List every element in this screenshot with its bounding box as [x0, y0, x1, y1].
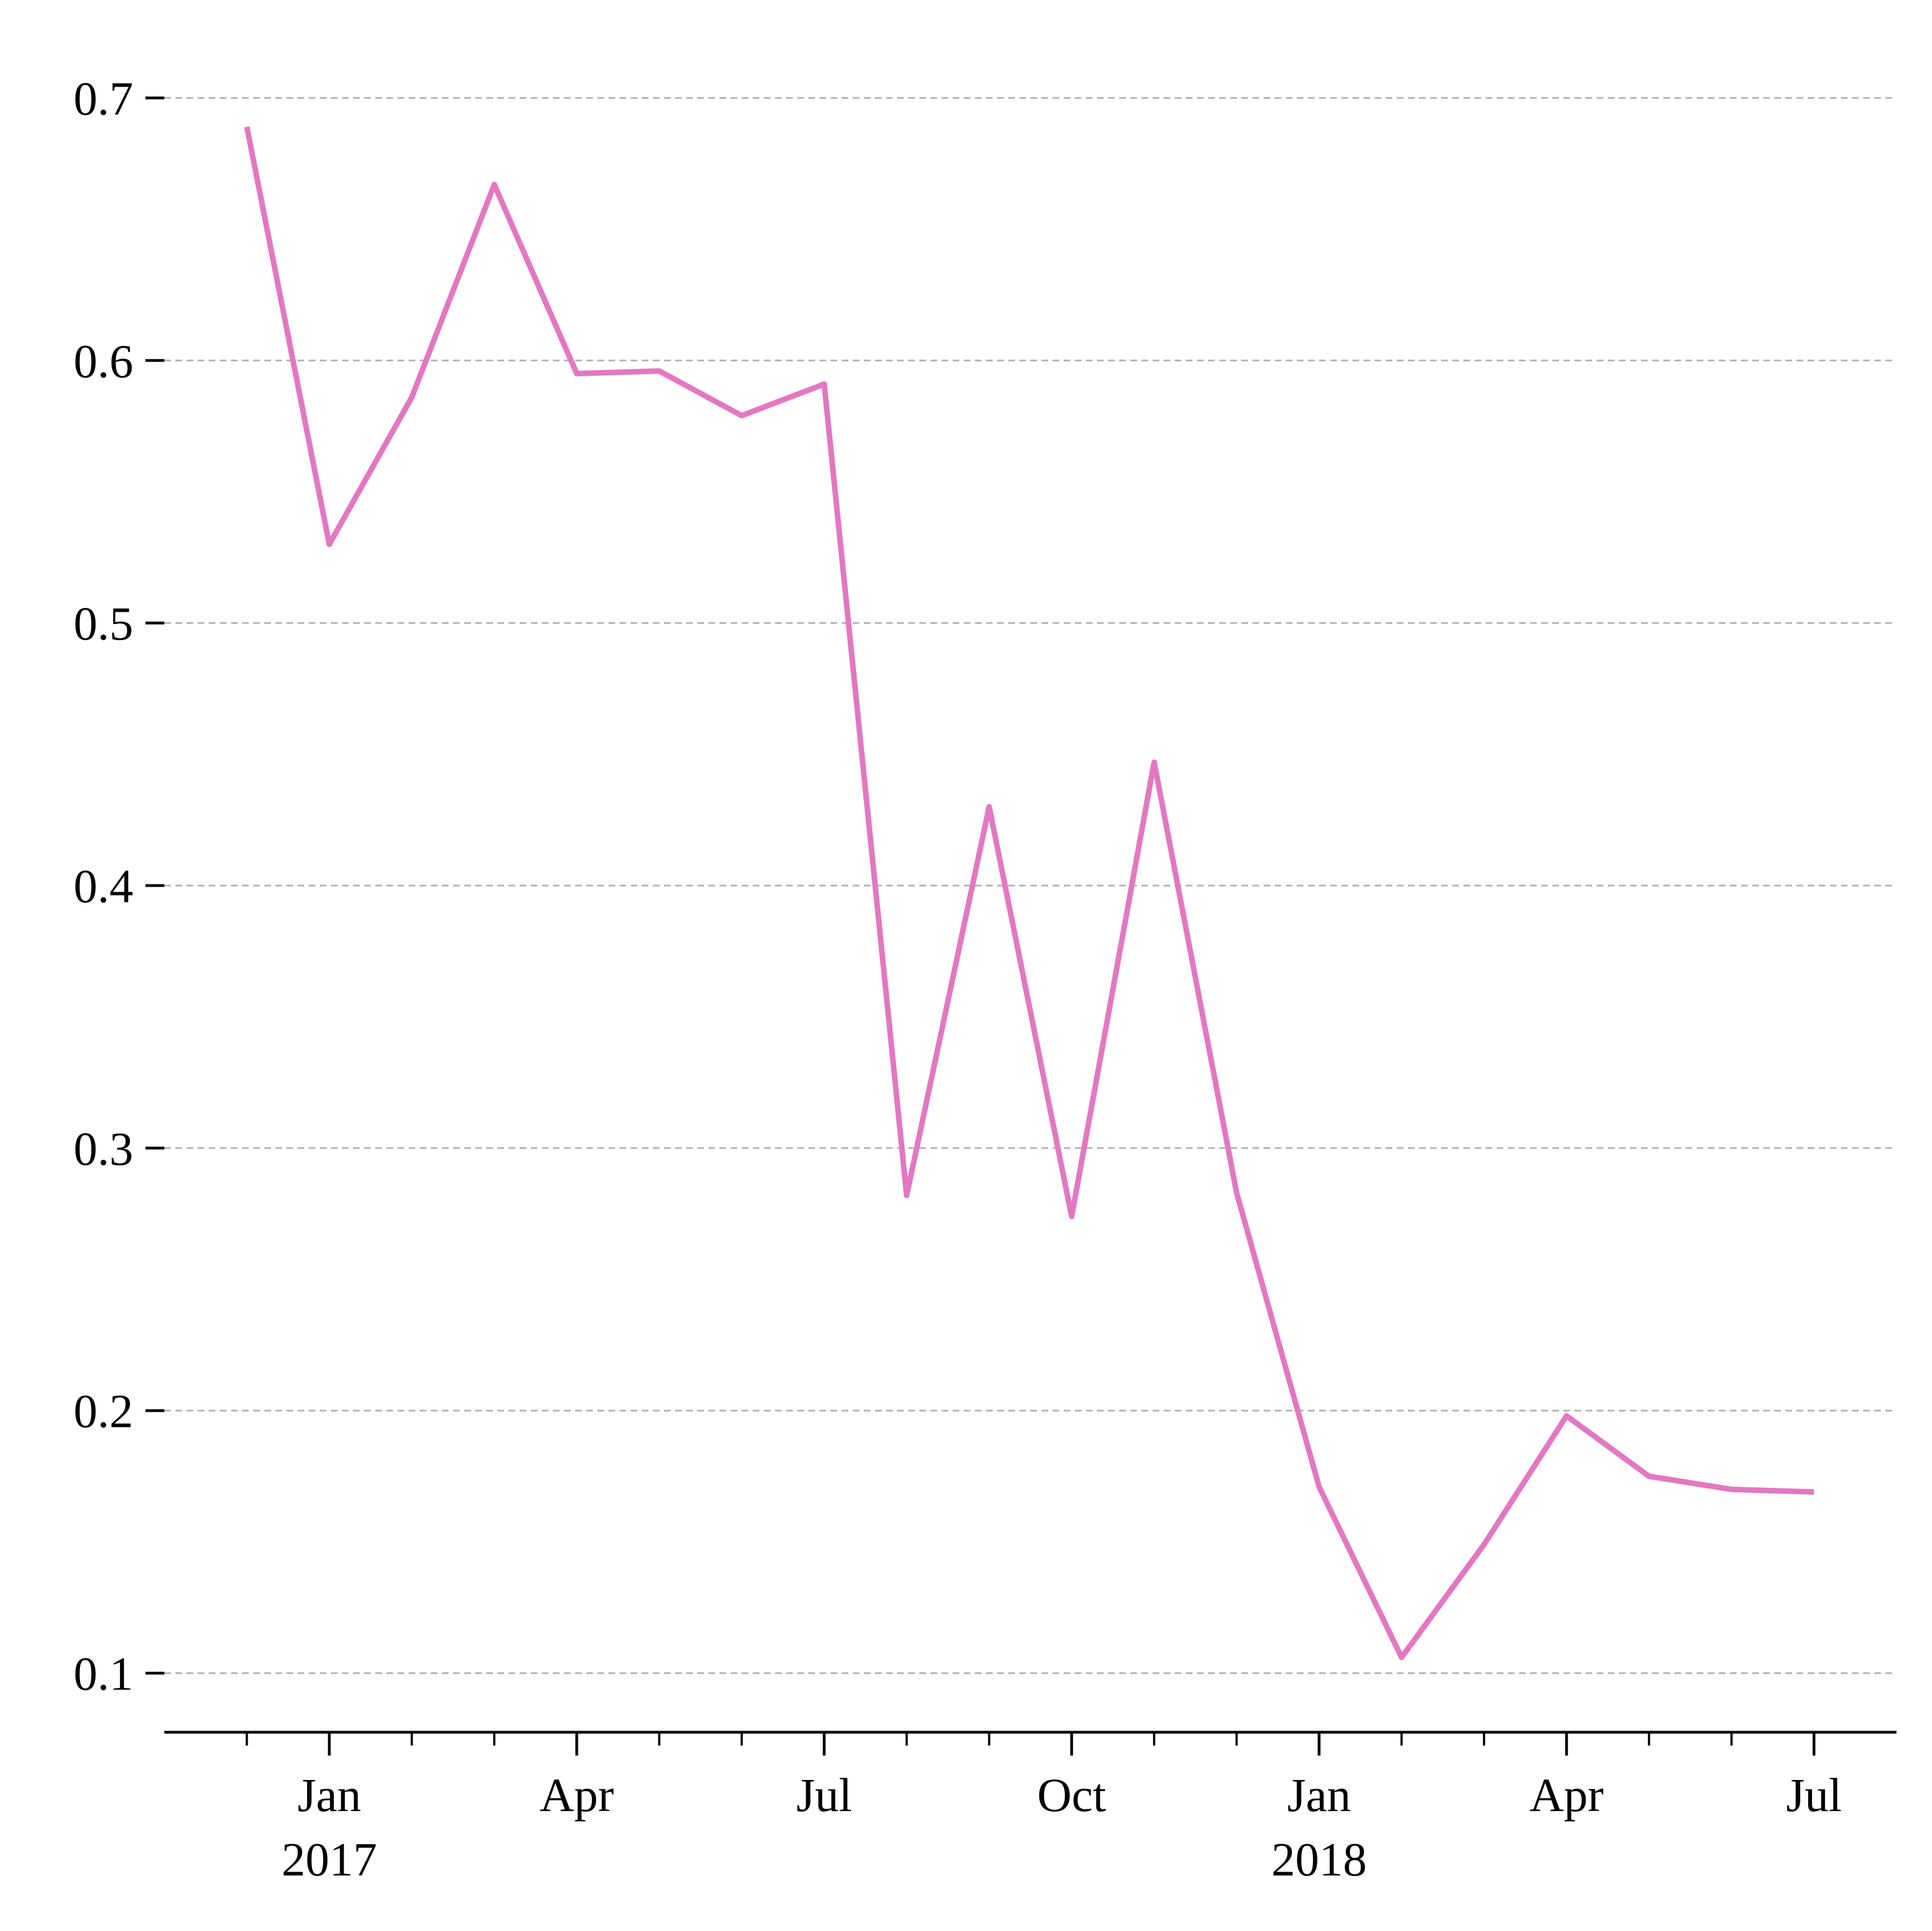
series-line — [244, 126, 1814, 1661]
x-tick-label: Oct — [1037, 1768, 1106, 1822]
y-tick-label: 0.6 — [74, 334, 134, 388]
y-tick-label: 0.4 — [74, 859, 134, 913]
x-tick-year-label: 2017 — [281, 1833, 377, 1886]
x-tick-label: Apr — [1530, 1768, 1604, 1822]
x-tick-label: Jul — [1786, 1768, 1842, 1822]
series-layer — [244, 126, 1814, 1661]
x-axis: Jan 2017 Apr Jul Oct Jan 2018 Apr Jul — [164, 1731, 1896, 1886]
y-gridlines — [164, 97, 1896, 1674]
x-tick-label: Jan — [1287, 1768, 1351, 1822]
y-axis: 0.1 0.2 0.3 0.4 0.5 0.6 0.7 — [74, 72, 164, 1701]
x-tick-label: Jul — [796, 1768, 852, 1822]
y-tick-label: 0.5 — [74, 597, 134, 650]
y-tick-label: 0.7 — [74, 72, 134, 125]
y-tick-label: 0.3 — [74, 1122, 134, 1175]
y-tick-label: 0.2 — [74, 1385, 134, 1438]
x-tick-label: Jan — [298, 1768, 361, 1822]
x-tick-year-label: 2018 — [1271, 1833, 1367, 1886]
x-tick-label: Apr — [540, 1768, 614, 1822]
y-tick-label: 0.1 — [74, 1647, 134, 1701]
